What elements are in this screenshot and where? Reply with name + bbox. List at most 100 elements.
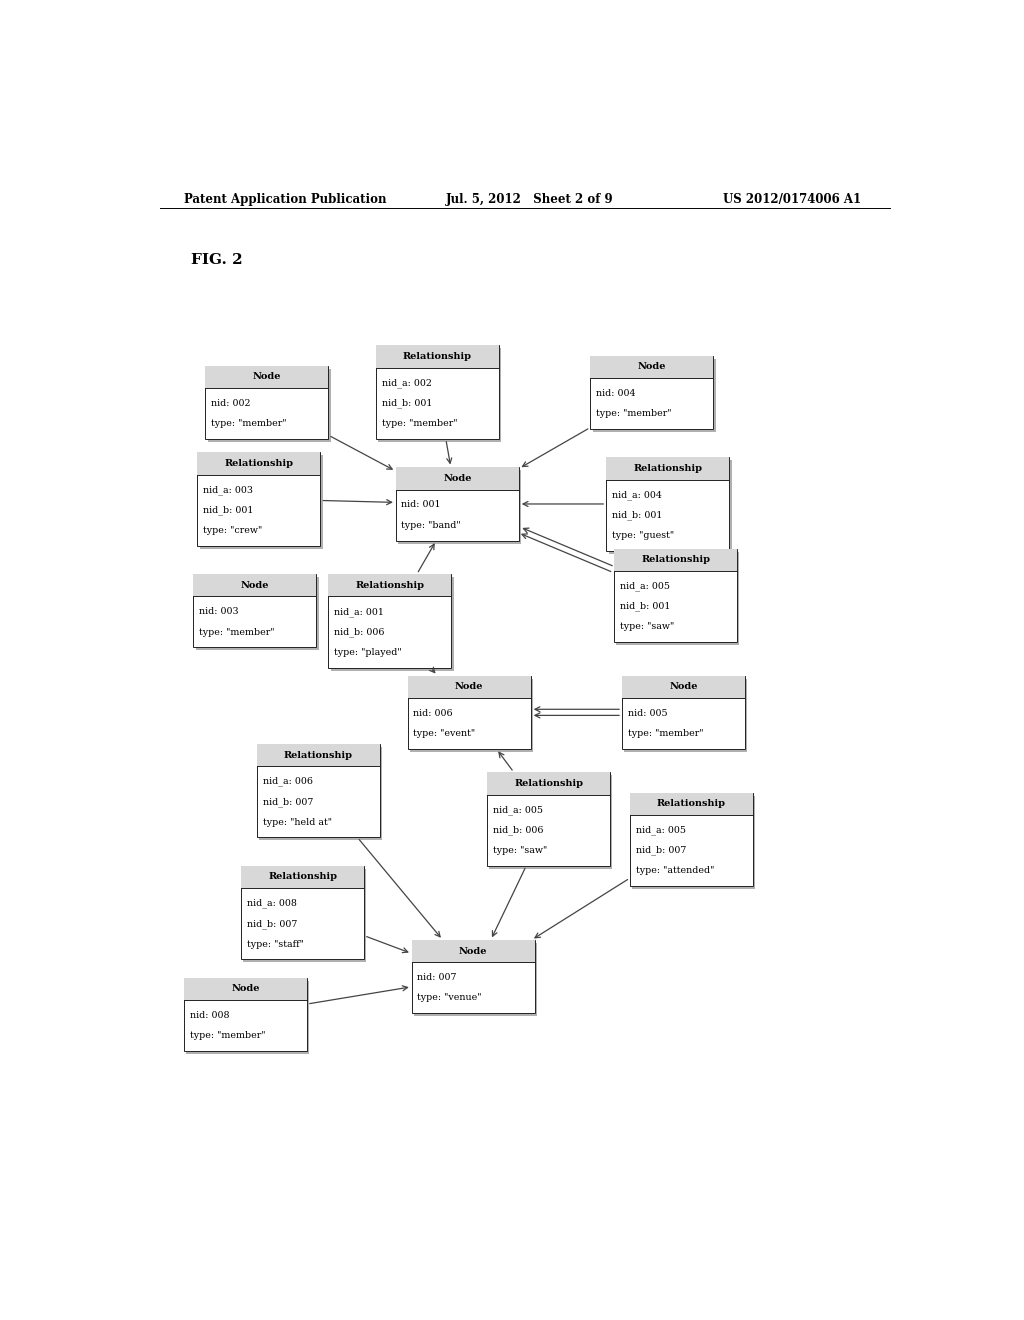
Text: Node: Node [638, 362, 666, 371]
Text: Node: Node [241, 581, 269, 590]
Text: nid: 005: nid: 005 [628, 709, 668, 718]
Text: type: "guest": type: "guest" [611, 531, 674, 540]
Bar [376, 346, 499, 368]
Text: type: "venue": type: "venue" [417, 994, 481, 1002]
Text: Node: Node [459, 946, 487, 956]
Text: type: "saw": type: "saw" [493, 846, 547, 855]
Text: Jul. 5, 2012   Sheet 2 of 9: Jul. 5, 2012 Sheet 2 of 9 [445, 193, 613, 206]
Text: Node: Node [455, 682, 483, 692]
Bar [614, 549, 737, 643]
Text: nid_a: 008: nid_a: 008 [247, 899, 297, 908]
Text: type: "attended": type: "attended" [636, 866, 714, 875]
Bar [614, 549, 737, 572]
Text: nid: 007: nid: 007 [417, 973, 457, 982]
Text: Relationship: Relationship [633, 463, 702, 473]
Bar [622, 676, 745, 748]
Text: nid_a: 005: nid_a: 005 [620, 582, 670, 591]
Bar [487, 772, 610, 795]
Bar [259, 747, 382, 841]
Bar [593, 359, 716, 432]
Text: Relationship: Relationship [641, 556, 710, 565]
Text: nid_b: 007: nid_b: 007 [262, 797, 313, 807]
Bar [379, 348, 502, 442]
Bar [200, 455, 323, 549]
Text: type: "band": type: "band" [401, 521, 461, 529]
Text: Relationship: Relationship [403, 352, 472, 362]
Text: nid: 008: nid: 008 [189, 1011, 229, 1020]
Text: Node: Node [253, 372, 282, 381]
Text: Node: Node [231, 985, 260, 993]
Bar [412, 940, 535, 962]
Text: Node: Node [670, 682, 697, 692]
Text: nid_b: 001: nid_b: 001 [611, 511, 663, 520]
Text: type: "member": type: "member" [189, 1031, 265, 1040]
Text: nid_b: 001: nid_b: 001 [620, 602, 670, 611]
Bar [606, 457, 729, 479]
Bar [606, 457, 729, 550]
Bar [198, 453, 321, 545]
Text: Relationship: Relationship [657, 800, 726, 808]
Bar [625, 678, 748, 752]
Text: nid_a: 001: nid_a: 001 [334, 607, 384, 616]
Text: nid: 003: nid: 003 [199, 607, 239, 616]
Text: Relationship: Relationship [355, 581, 424, 590]
Text: type: "held at": type: "held at" [262, 817, 332, 826]
Bar [329, 574, 452, 668]
Bar [616, 552, 739, 645]
Text: type: "saw": type: "saw" [620, 623, 674, 631]
Bar [414, 942, 538, 1016]
Bar [206, 366, 329, 388]
Text: type: "played": type: "played" [334, 648, 401, 657]
Text: nid_b: 001: nid_b: 001 [203, 506, 253, 515]
Bar [408, 676, 530, 748]
Text: nid_b: 001: nid_b: 001 [382, 399, 432, 408]
Bar [196, 577, 318, 651]
Bar [608, 461, 731, 554]
Bar [186, 981, 309, 1053]
Text: nid_a: 003: nid_a: 003 [203, 484, 253, 495]
Text: nid: 001: nid: 001 [401, 500, 441, 510]
Text: type: "event": type: "event" [414, 729, 475, 738]
Bar [590, 355, 714, 378]
Text: FIG. 2: FIG. 2 [191, 253, 243, 267]
Text: nid_a: 004: nid_a: 004 [611, 490, 662, 500]
Text: type: "member": type: "member" [596, 409, 672, 418]
Text: nid_b: 006: nid_b: 006 [493, 825, 543, 836]
Bar [489, 775, 612, 869]
Text: nid: 002: nid: 002 [211, 399, 251, 408]
Text: type: "crew": type: "crew" [203, 525, 262, 535]
Text: type: "member": type: "member" [382, 420, 457, 428]
Bar [411, 678, 534, 752]
Bar [630, 792, 753, 814]
Text: nid: 004: nid: 004 [596, 388, 635, 397]
Text: Node: Node [443, 474, 472, 483]
Text: US 2012/0174006 A1: US 2012/0174006 A1 [723, 193, 861, 206]
Text: nid_b: 007: nid_b: 007 [247, 919, 297, 928]
Bar [194, 574, 316, 647]
Text: nid: 006: nid: 006 [414, 709, 453, 718]
Text: nid_a: 002: nid_a: 002 [382, 379, 431, 388]
Text: type: "staff": type: "staff" [247, 940, 303, 949]
Bar [396, 467, 519, 490]
Bar [622, 676, 745, 698]
Text: Patent Application Publication: Patent Application Publication [183, 193, 386, 206]
Bar [398, 470, 521, 544]
Text: nid_a: 005: nid_a: 005 [493, 805, 543, 814]
Bar [198, 453, 321, 474]
Bar [257, 744, 380, 837]
Bar [184, 978, 307, 1001]
Text: nid_a: 006: nid_a: 006 [262, 776, 312, 787]
Text: Relationship: Relationship [268, 873, 337, 882]
Bar [257, 744, 380, 766]
Bar [194, 574, 316, 597]
Text: type: "member": type: "member" [211, 420, 287, 428]
Bar [396, 467, 519, 541]
Bar [412, 940, 535, 1014]
Text: type: "member": type: "member" [628, 729, 703, 738]
Text: nid_b: 006: nid_b: 006 [334, 627, 384, 636]
Bar [241, 866, 365, 960]
Bar [208, 368, 331, 442]
Text: nid_a: 005: nid_a: 005 [636, 825, 685, 836]
Text: Relationship: Relationship [224, 459, 294, 467]
Text: nid_b: 007: nid_b: 007 [636, 846, 686, 855]
